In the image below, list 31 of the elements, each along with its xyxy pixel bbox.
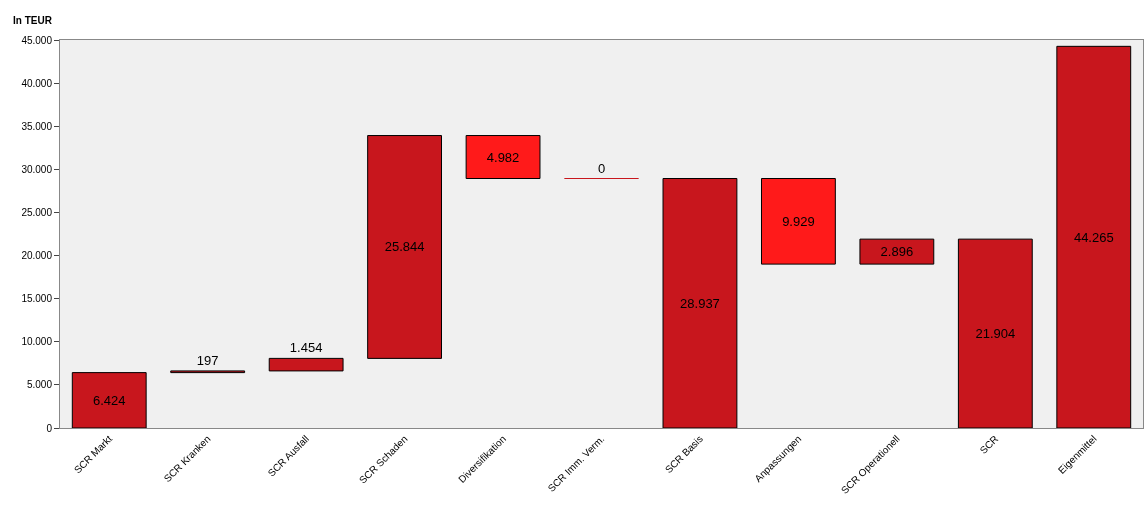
y-axis-title: In TEUR [13, 15, 53, 26]
y-tick-label: 5.000 [26, 379, 53, 391]
data-label: 0 [597, 160, 606, 176]
bar [465, 135, 541, 179]
bar [1056, 45, 1132, 428]
y-tick-label: 10.000 [21, 336, 53, 348]
bar [71, 372, 147, 428]
bar [957, 238, 1033, 428]
y-tick-label: 20.000 [21, 250, 53, 262]
data-label: 197 [196, 352, 219, 368]
data-label: 1.454 [289, 340, 323, 356]
data-label: 4.982 [486, 149, 520, 165]
data-label: 6.424 [92, 392, 126, 408]
data-label: 9.929 [782, 213, 815, 229]
data-label: 25.844 [384, 239, 425, 255]
y-tick-label: 0 [46, 422, 53, 434]
y-tick-label: 15.000 [21, 293, 53, 305]
data-label: 2.896 [880, 244, 914, 260]
data-label: 44.265 [1073, 229, 1114, 245]
bar [367, 135, 443, 359]
bar [859, 238, 935, 265]
data-label: 28.937 [680, 295, 720, 311]
y-tick-label: 30.000 [21, 163, 53, 175]
y-tick-label: 40.000 [21, 77, 53, 89]
y-tick-label: 35.000 [21, 120, 53, 132]
data-label: 21.904 [975, 326, 1016, 342]
bar [760, 178, 836, 265]
bar [268, 357, 344, 372]
bar [662, 178, 738, 428]
y-tick-label: 45.000 [21, 34, 53, 46]
y-tick-label: 25.000 [21, 206, 53, 218]
